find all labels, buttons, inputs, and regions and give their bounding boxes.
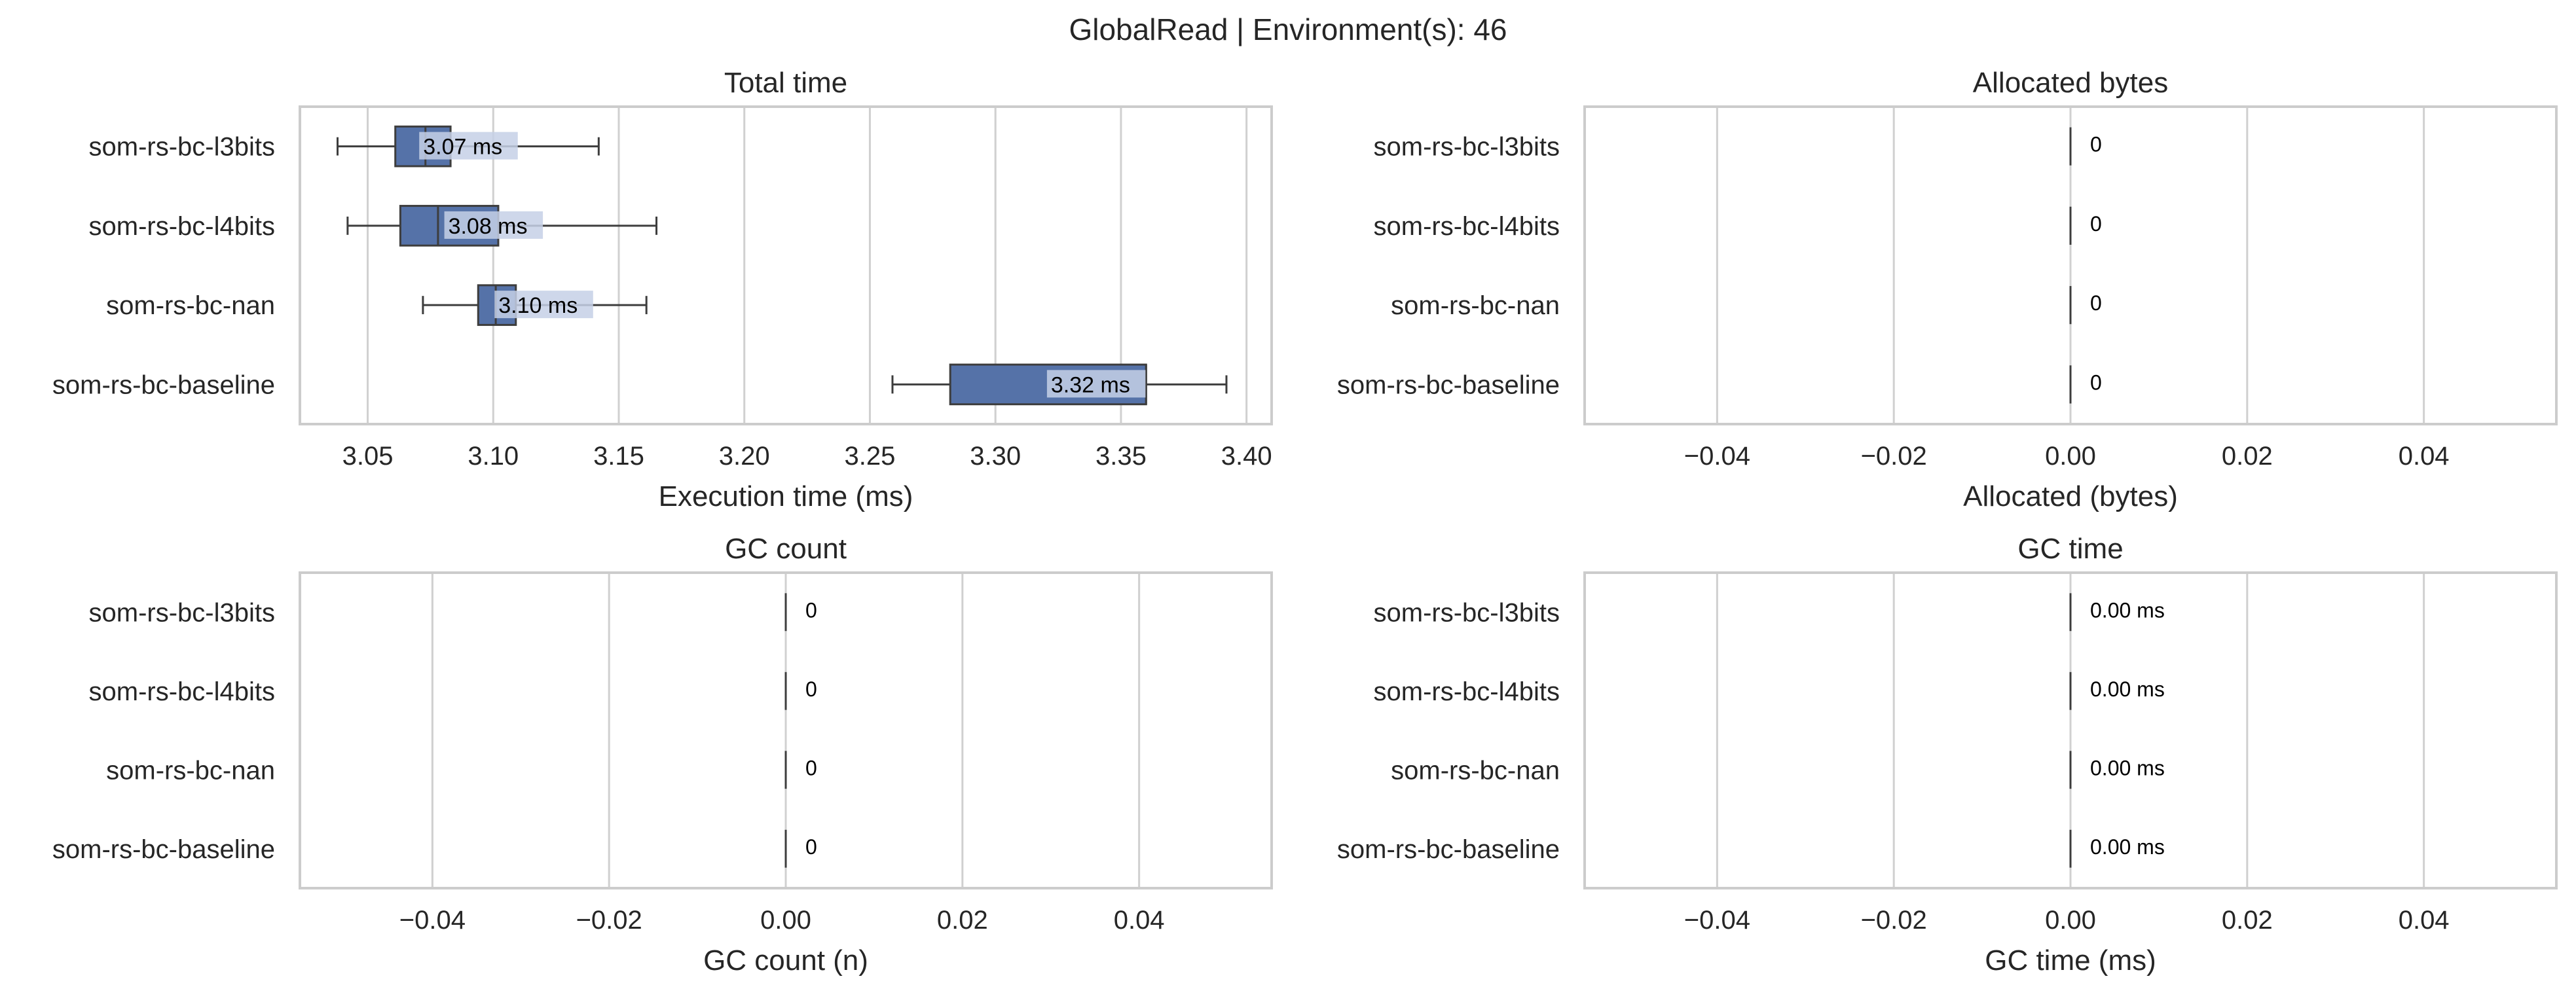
panel-2-xtick-label: 0.02 (2222, 442, 2273, 471)
panel-3-xtick-label: 0.02 (937, 906, 988, 935)
panel-4-xtick-label: −0.04 (1684, 906, 1750, 935)
panel-3-category-label: som-rs-bc-baseline (52, 835, 275, 864)
panel-4-xtick-label: 0.04 (2399, 906, 2450, 935)
panel-4-xtick-label: 0.00 (2045, 906, 2096, 935)
panel-3-value-label: 0 (805, 756, 817, 780)
panel-2-xtick-label: 0.00 (2045, 442, 2096, 471)
panel-3-value-label: 0 (805, 835, 817, 859)
panel-1-mean-label-bg (444, 211, 543, 239)
panel-1-title: Total time (724, 67, 847, 99)
panel-1-mean-label-bg (494, 291, 593, 319)
panel-2-xtick-label: 0.04 (2399, 442, 2450, 471)
panel-2-value-label: 0 (2090, 370, 2102, 394)
panel-2-frame (1583, 105, 2558, 425)
panel-4-category-label: som-rs-bc-nan (1391, 756, 1560, 785)
panel-1-xtick-label: 3.30 (970, 442, 1021, 471)
panel-2-category-label: som-rs-bc-l4bits (1374, 212, 1560, 241)
panel-2-title: Allocated bytes (1973, 67, 2168, 99)
panel-1-xtick-label: 3.35 (1095, 442, 1147, 471)
panel-3-value-label: 0 (805, 677, 817, 701)
panel-1-mean-label-bg (1046, 370, 1146, 398)
panel-1-xtick-label: 3.20 (719, 442, 770, 471)
panel-1-xlabel: Execution time (ms) (659, 480, 913, 512)
panel-2-category-label: som-rs-bc-baseline (1337, 370, 1560, 399)
panel-4-category-label: som-rs-bc-baseline (1337, 835, 1560, 864)
figure-title: GlobalRead | Environment(s): 46 (1069, 12, 1507, 46)
panel-2-category-label: som-rs-bc-nan (1391, 291, 1560, 320)
panel-2-xtick-label: −0.04 (1684, 442, 1750, 471)
panel-4-xlabel: GC time (ms) (1985, 944, 2156, 977)
panel-3-frame (299, 571, 1273, 889)
panel-4-xtick-label: −0.02 (1861, 906, 1927, 935)
panel-3-category-label: som-rs-bc-nan (106, 756, 275, 785)
panel-4-value-label: 0.00 ms (2090, 756, 2165, 780)
panel-2-value-label: 0 (2090, 133, 2102, 156)
panel-1-mean-label: 3.08 ms (449, 214, 528, 239)
panel-1-category-label: som-rs-bc-nan (106, 291, 275, 320)
panel-3-xlabel: GC count (n) (703, 944, 868, 977)
panel-4-frame (1583, 571, 2558, 889)
panel-3-category-label: som-rs-bc-l3bits (89, 598, 275, 627)
panel-1-category-label: som-rs-bc-l4bits (89, 212, 275, 241)
panel-2-xlabel: Allocated (bytes) (1963, 480, 2178, 512)
panel-1-xtick-label: 3.05 (342, 442, 394, 471)
panel-1-mean-label: 3.10 ms (498, 293, 578, 318)
panel-1-mean-label: 3.07 ms (423, 135, 502, 160)
panel-4-category-label: som-rs-bc-l3bits (1374, 598, 1560, 627)
panel-1-category-label: som-rs-bc-l3bits (89, 133, 275, 162)
panel-4-value-label: 0.00 ms (2090, 598, 2165, 622)
panel-3-xtick-label: −0.02 (576, 906, 642, 935)
panel-3-title: GC count (725, 533, 847, 565)
panel-1-xtick-label: 3.25 (845, 442, 896, 471)
panel-2-value-label: 0 (2090, 212, 2102, 236)
panel-1-category-label: som-rs-bc-baseline (52, 370, 275, 399)
panel-4-title: GC time (2017, 533, 2123, 565)
panel-3-xtick-label: 0.04 (1114, 906, 1165, 935)
panel-3-xtick-label: 0.00 (760, 906, 811, 935)
panel-4-value-label: 0.00 ms (2090, 835, 2165, 859)
panel-1-frame (299, 105, 1273, 425)
panel-3-value-label: 0 (805, 598, 817, 622)
panel-2-xtick-label: −0.02 (1861, 442, 1927, 471)
panel-1-mean-label-bg (419, 132, 518, 160)
panel-4-value-label: 0.00 ms (2090, 677, 2165, 701)
panel-1-xtick-label: 3.10 (468, 442, 519, 471)
panel-2-category-label: som-rs-bc-l3bits (1374, 133, 1560, 162)
panel-1-mean-label: 3.32 ms (1051, 372, 1130, 397)
panel-4-category-label: som-rs-bc-l4bits (1374, 677, 1560, 706)
panel-3-xtick-label: −0.04 (399, 906, 466, 935)
panel-2-value-label: 0 (2090, 291, 2102, 315)
panel-3-category-label: som-rs-bc-l4bits (89, 677, 275, 706)
panel-4-xtick-label: 0.02 (2222, 906, 2273, 935)
panel-1-xtick-label: 3.40 (1221, 442, 1272, 471)
panel-1-xtick-label: 3.15 (593, 442, 644, 471)
